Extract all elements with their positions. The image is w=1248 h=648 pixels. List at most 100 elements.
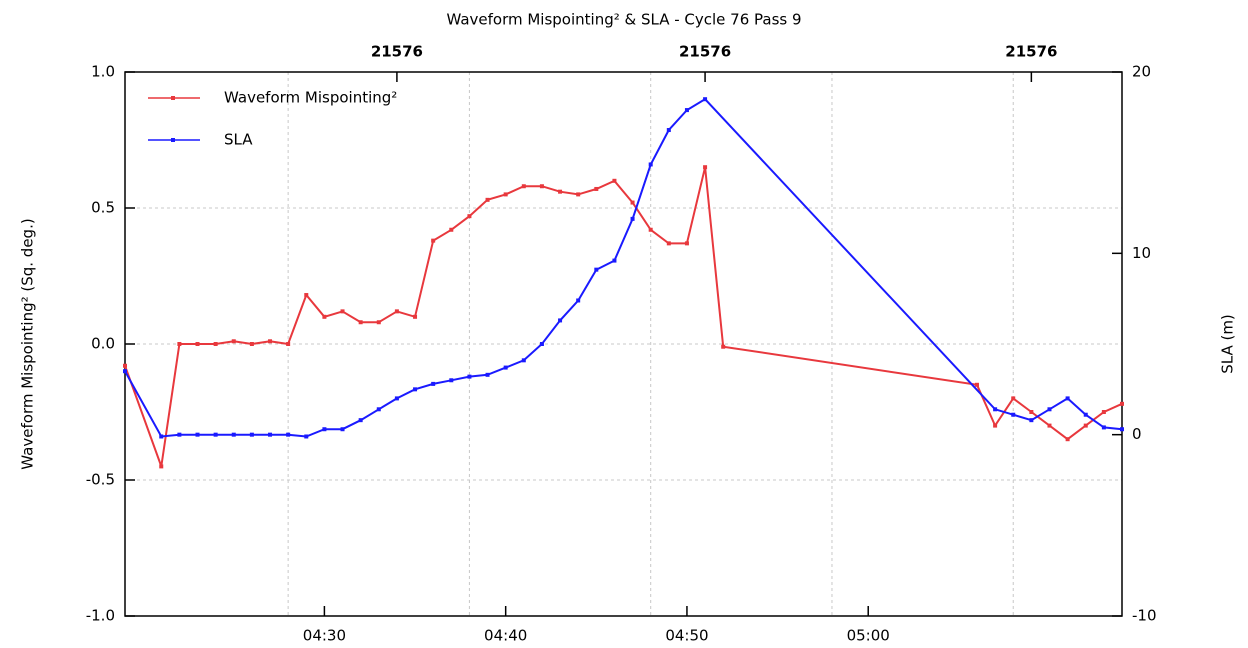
y-tick-label: 0.5 [91,199,115,217]
series-marker [594,267,599,272]
series-marker [1120,427,1124,432]
y-tick-label: -0.5 [86,471,115,489]
y2-tick-label: 20 [1132,63,1151,81]
series-marker [431,238,436,243]
series-marker [177,342,182,346]
series-marker [249,432,254,437]
y2-tick-label: -10 [1132,607,1157,625]
series-marker [394,396,399,401]
series-marker [576,192,581,197]
series-marker [340,309,345,314]
legend-marker [171,138,175,142]
series-marker [630,200,635,205]
series-marker [1083,423,1088,428]
series-marker [666,128,671,133]
y-tick-label: -1.0 [86,607,115,625]
series-marker [467,214,472,219]
series-marker [1101,410,1106,414]
series-marker [1047,423,1052,428]
series-marker [485,372,490,377]
legend-label: SLA [224,131,253,149]
series-marker [394,309,399,314]
y-tick-label: 1.0 [91,63,115,81]
series-marker [231,432,236,437]
series-line [124,97,1123,438]
series-marker [521,184,526,189]
series-marker [123,363,127,368]
series-marker [413,387,418,392]
series-marker [286,432,291,437]
series-marker [485,197,490,202]
series-marker [449,378,454,383]
series-marker [322,314,327,319]
series-marker [1065,437,1070,442]
series-marker [558,189,563,194]
series-marker [1047,407,1052,412]
series-marker [974,382,979,387]
series-marker [1065,396,1070,401]
y-tick-label: 0.0 [91,335,115,353]
series-marker [1011,412,1016,417]
top-tick-label: 21576 [679,43,731,61]
series-marker [467,374,472,379]
series-marker [358,418,363,423]
top-tick-label: 21576 [1005,43,1057,61]
series-marker [648,227,653,232]
series-marker [195,432,200,437]
plot-frame [124,71,1123,617]
series-marker [1083,412,1088,417]
top-tick-label: 21576 [371,43,423,61]
series-marker [684,241,689,246]
series-marker [304,434,309,439]
series-marker [503,192,508,197]
series-marker [376,320,381,325]
series-marker [684,108,689,113]
series-marker [159,464,164,469]
series-marker [304,293,309,298]
series-marker [413,314,418,319]
y2-tick-label: 10 [1132,244,1151,262]
series-marker [539,184,544,189]
series-marker [177,432,182,437]
legend-label: Waveform Mispointing² [224,89,397,107]
series-marker [286,342,291,346]
y-axis-label: Waveform Mispointing² (Sq. deg.) [19,218,37,469]
x-tick-label: 05:00 [847,627,890,645]
series-marker [503,365,508,370]
series-marker [666,241,671,246]
series-marker [449,227,454,232]
series-marker [1120,401,1124,406]
series-marker [521,358,526,363]
chart-title: Waveform Mispointing² & SLA - Cycle 76 P… [446,11,801,29]
series-marker [1029,410,1034,414]
x-tick-label: 04:50 [665,627,708,645]
series-marker [703,97,708,102]
series-marker [376,407,381,412]
series-marker [231,339,236,344]
series-marker [993,423,998,428]
series-marker [539,342,544,346]
series-marker [594,186,599,191]
series-marker [648,162,653,167]
series-marker [249,342,254,346]
series-marker [195,342,200,346]
series-marker [612,258,617,263]
series-marker [1011,396,1016,401]
series-marker [558,318,563,323]
series-marker [630,216,635,221]
series-marker [431,381,436,386]
legend-marker [171,96,175,100]
series-marker [612,178,617,183]
x-tick-label: 04:40 [484,627,527,645]
series-marker [268,432,273,437]
series-marker [721,344,726,349]
x-tick-label: 04:30 [303,627,346,645]
series-marker [1101,425,1106,430]
series-marker [322,427,327,432]
y2-tick-label: 0 [1132,425,1142,443]
series-marker [576,298,581,303]
series-marker [213,342,218,346]
series-marker [358,320,363,325]
series-marker [123,369,127,374]
